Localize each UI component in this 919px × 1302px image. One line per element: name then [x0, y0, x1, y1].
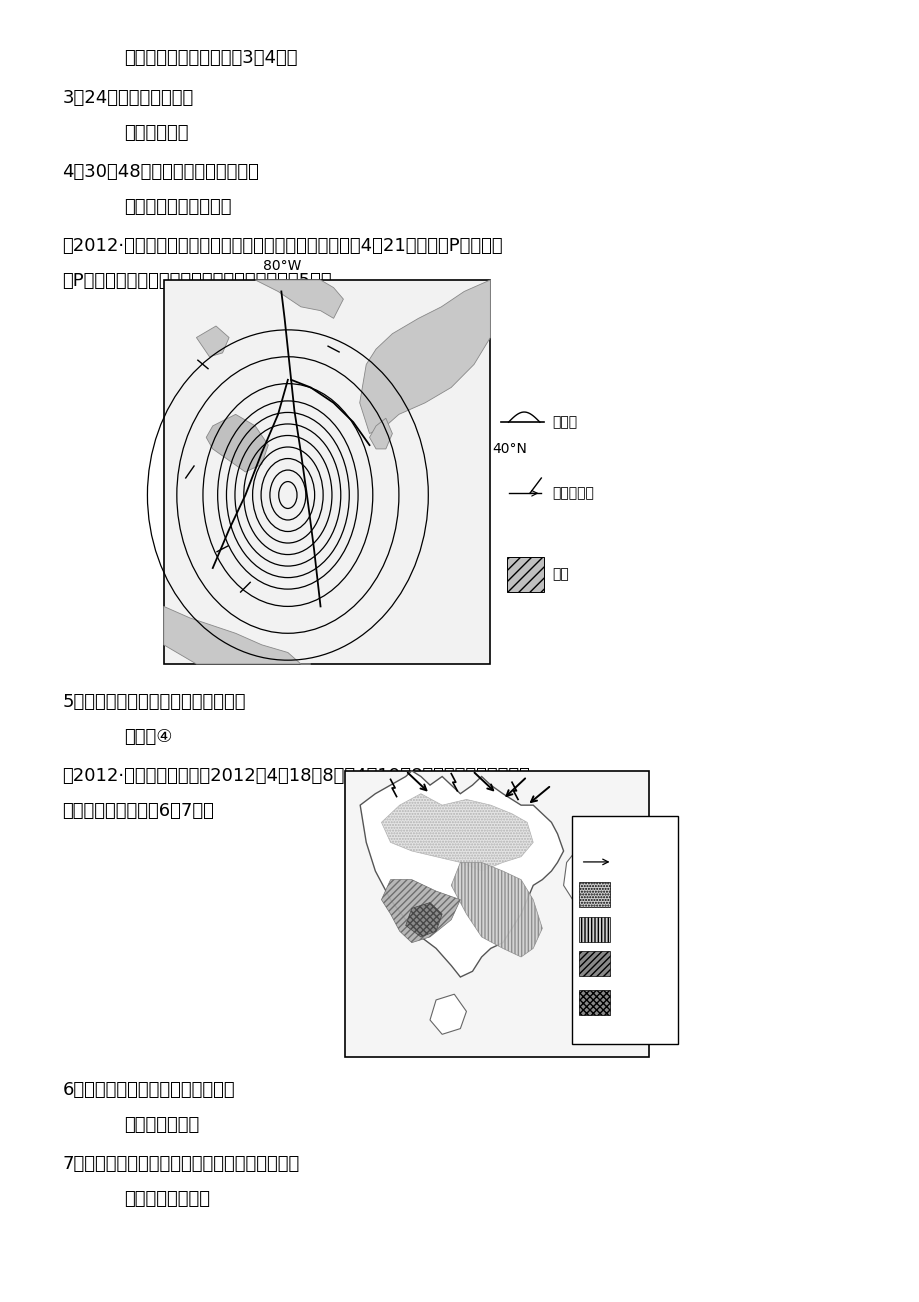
Polygon shape [206, 414, 268, 473]
Text: 答案　强对流降雨天气: 答案 强对流降雨天气 [124, 198, 232, 216]
Text: 40°N: 40°N [492, 443, 527, 456]
Text: 自西向东移动。据此完成3～4题。: 自西向东移动。据此完成3～4题。 [124, 49, 298, 68]
Bar [578, 883, 609, 907]
Text: 大: 大 [418, 434, 427, 449]
Polygon shape [451, 862, 542, 957]
Polygon shape [405, 902, 442, 937]
Text: （2012·山东文综）某科考队结束了两个月的海上考察，于4月21日返回到P地。下图: （2012·山东文综）某科考队结束了两个月的海上考察，于4月21日返回到P地。下… [62, 237, 503, 255]
Text: 暴雨: 暴雨 [618, 997, 633, 1009]
Polygon shape [429, 995, 466, 1034]
Text: 7．若图示降水持续多日，最易发生洪涝的地区是: 7．若图示降水持续多日，最易发生洪涝的地区是 [62, 1155, 300, 1173]
Polygon shape [164, 607, 311, 664]
Text: ②: ② [222, 595, 234, 609]
Bar [578, 990, 609, 1014]
Text: 气流: 气流 [618, 855, 633, 868]
Text: 中雨: 中雨 [618, 924, 633, 936]
Text: 答案　锋面活动: 答案 锋面活动 [124, 1116, 199, 1134]
Text: 80°W: 80°W [263, 259, 301, 273]
Polygon shape [255, 280, 343, 318]
Text: 洋: 洋 [418, 534, 427, 548]
Bar [345, 771, 648, 1057]
Text: 5．此时可能出现连续性降水的地方是: 5．此时可能出现连续性降水的地方是 [62, 693, 245, 711]
Text: 小雨: 小雨 [618, 889, 633, 902]
Text: 4．30～48小时之间，甲地可能经历: 4．30～48小时之间，甲地可能经历 [62, 163, 259, 181]
Polygon shape [197, 326, 229, 357]
Polygon shape [563, 852, 581, 900]
Text: 风向与风速: 风向与风速 [552, 486, 594, 500]
Text: 湖泊: 湖泊 [552, 568, 569, 582]
Bar [578, 917, 609, 941]
Text: P: P [313, 388, 323, 401]
Text: 大雨: 大雨 [618, 958, 633, 971]
Text: 3．24小时后甲地主要吹: 3．24小时后甲地主要吹 [62, 89, 194, 107]
Polygon shape [369, 418, 391, 449]
Bar [506, 557, 544, 592]
Text: 6．形成图示地区降水的主要原因是: 6．形成图示地区降水的主要原因是 [62, 1081, 235, 1099]
Text: 答案　东南风: 答案 东南风 [124, 124, 188, 142]
Bar [164, 280, 490, 664]
Text: ④: ④ [334, 357, 346, 371]
Text: 布示意图。读图回的6～7题。: 布示意图。读图回的6～7题。 [62, 802, 214, 820]
Polygon shape [381, 794, 533, 871]
Text: 西: 西 [425, 483, 434, 499]
Text: 为P地所在区域当日某时地面形势图。读图回答第5题。: 为P地所在区域当日某时地面形势图。读图回答第5题。 [62, 272, 332, 290]
Text: 图例: 图例 [617, 831, 632, 842]
Text: 等压线: 等压线 [552, 415, 577, 430]
Bar [572, 816, 677, 1044]
Bar [578, 950, 609, 976]
Text: ③: ③ [294, 495, 307, 509]
Text: ①: ① [203, 445, 215, 460]
Polygon shape [359, 280, 490, 434]
Text: 答案　珠江三角洲: 答案 珠江三角洲 [124, 1190, 210, 1208]
Text: 答案　④: 答案 ④ [124, 728, 173, 746]
Polygon shape [360, 771, 563, 976]
Polygon shape [381, 880, 460, 943]
Text: （2012·江苏地理）下图是2012年4月18日8时～4月19日8时我国部分地区降水分: （2012·江苏地理）下图是2012年4月18日8时～4月19日8时我国部分地区… [62, 767, 530, 785]
